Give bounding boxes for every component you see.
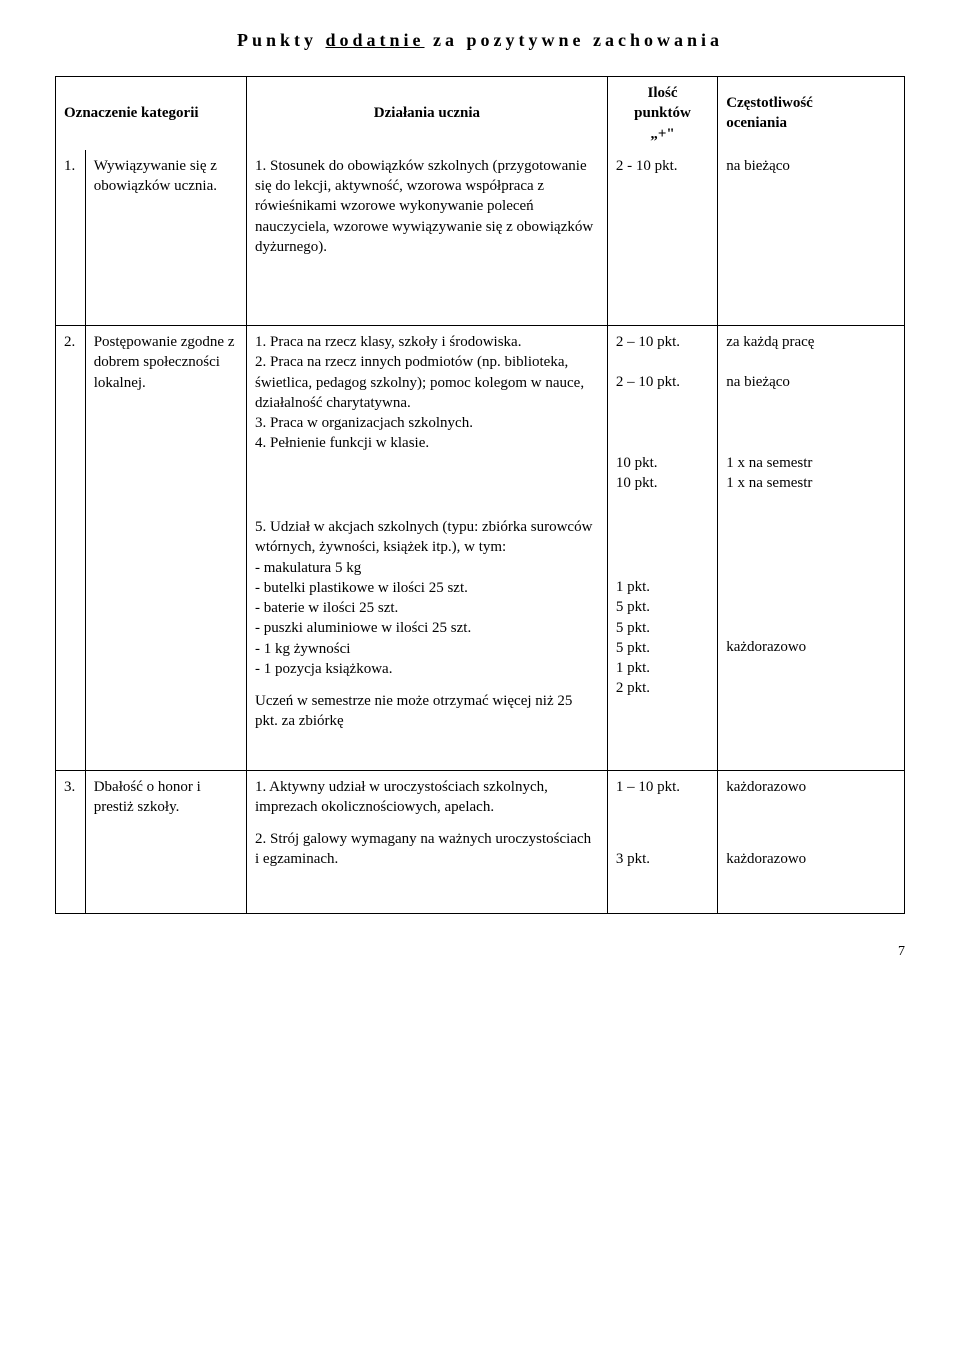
header-freq-1: Częstotliwość xyxy=(726,95,813,111)
row-num: 3. xyxy=(64,779,75,795)
action-subitem: - 1 pozycja książkowa. xyxy=(255,659,599,679)
points-value: 1 – 10 pkt. xyxy=(616,777,709,797)
table-row: 5. Udział w akcjach szkolnych (typu: zbi… xyxy=(56,499,905,738)
points-value: 2 pkt. xyxy=(616,678,709,698)
points-value: 1 pkt. xyxy=(616,658,709,678)
action-item: 3. Praca w organizacjach szkolnych. xyxy=(255,413,599,433)
header-points-2: punktów xyxy=(634,105,691,121)
row-freq: na bieżąco xyxy=(726,158,790,174)
points-value: 10 pkt. xyxy=(616,453,709,473)
row-points: 2 - 10 pkt. xyxy=(616,158,678,174)
header-actions: Działania ucznia xyxy=(374,105,480,121)
row-category: Wywiązywanie się z obowiązków ucznia. xyxy=(94,158,217,194)
points-value: 5 pkt. xyxy=(616,618,709,638)
action-subitem: - butelki plastikowe w ilości 25 szt. xyxy=(255,578,599,598)
points-value: 3 pkt. xyxy=(616,849,709,869)
points-value: 5 pkt. xyxy=(616,597,709,617)
row-num: 1. xyxy=(64,158,75,174)
points-value: 2 – 10 pkt. xyxy=(616,372,709,392)
action-item: 1. Aktywny udział w uroczystościach szko… xyxy=(255,777,599,818)
action-item: 4. Pełnienie funkcji w klasie. xyxy=(255,433,599,453)
freq-value: 1 x na semestr xyxy=(726,473,896,493)
action-item: 1. Praca na rzecz klasy, szkoły i środow… xyxy=(255,332,599,352)
points-value: 5 pkt. xyxy=(616,638,709,658)
row-action: 1. Stosunek do obowiązków szkolnych (prz… xyxy=(255,158,593,255)
points-value: 1 pkt. xyxy=(616,577,709,597)
page-title: Punkty dodatnie za pozytywne zachowania xyxy=(55,30,905,51)
spacer-row xyxy=(56,738,905,771)
action-item: 2. Praca na rzecz innych podmiotów (np. … xyxy=(255,352,599,413)
spacer-row xyxy=(56,263,905,326)
table-row: 3. Dbałość o honor i prestiż szkoły. 1. … xyxy=(56,770,905,876)
row-num: 2. xyxy=(64,334,75,350)
action-item: 2. Strój galowy wymagany na ważnych uroc… xyxy=(255,829,599,870)
freq-value: każdorazowo xyxy=(726,637,896,657)
header-category: Oznaczenie kategorii xyxy=(64,105,199,121)
points-value: 10 pkt. xyxy=(616,473,709,493)
row-category: Dbałość o honor i prestiż szkoły. xyxy=(94,779,201,815)
criteria-table: Oznaczenie kategorii Działania ucznia Il… xyxy=(55,76,905,914)
page-number: 7 xyxy=(55,944,905,960)
table-row: 1. Wywiązywanie się z obowiązków ucznia.… xyxy=(56,150,905,263)
freq-value: 1 x na semestr xyxy=(726,453,896,473)
action-item: 5. Udział w akcjach szkolnych (typu: zbi… xyxy=(255,517,599,558)
table-header-row: Oznaczenie kategorii Działania ucznia Il… xyxy=(56,77,905,150)
action-subitem: - baterie w ilości 25 szt. xyxy=(255,598,599,618)
points-value: 2 – 10 pkt. xyxy=(616,332,709,352)
freq-value: każdorazowo xyxy=(726,777,896,797)
title-word-1: Punkty xyxy=(237,30,317,50)
spacer-row xyxy=(56,876,905,914)
row-category: Postępowanie zgodne z dobrem społecznośc… xyxy=(94,334,235,391)
freq-value: za każdą pracę xyxy=(726,332,896,352)
freq-value: każdorazowo xyxy=(726,849,896,869)
title-rest: za pozytywne zachowania xyxy=(433,30,723,50)
action-note: Uczeń w semestrze nie może otrzymać więc… xyxy=(255,691,599,732)
action-subitem: - 1 kg żywności xyxy=(255,639,599,659)
action-subitem: - makulatura 5 kg xyxy=(255,558,599,578)
table-row: 2. Postępowanie zgodne z dobrem społeczn… xyxy=(56,326,905,500)
title-word-2: dodatnie xyxy=(326,30,425,50)
freq-value: na bieżąco xyxy=(726,372,896,392)
header-points-3: „+" xyxy=(650,126,674,142)
header-freq-2: oceniania xyxy=(726,115,787,131)
action-subitem: - puszki aluminiowe w ilości 25 szt. xyxy=(255,618,599,638)
header-points-1: Ilość xyxy=(648,85,678,101)
